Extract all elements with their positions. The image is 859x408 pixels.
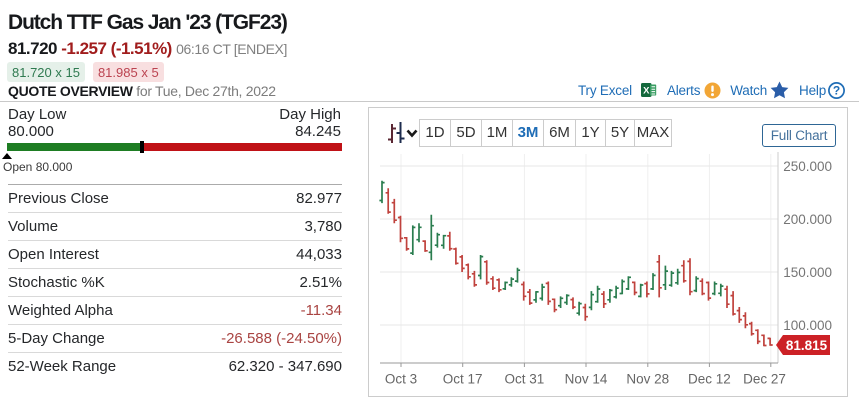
svg-text:Dec 27: Dec 27 bbox=[743, 372, 786, 387]
svg-text:Nov 14: Nov 14 bbox=[565, 372, 608, 387]
svg-text:250.000: 250.000 bbox=[783, 159, 832, 174]
svg-text:Oct 17: Oct 17 bbox=[443, 372, 483, 387]
svg-text:Oct 31: Oct 31 bbox=[505, 372, 545, 387]
svg-text:Oct 3: Oct 3 bbox=[385, 372, 417, 387]
svg-text:Nov 28: Nov 28 bbox=[626, 372, 669, 387]
svg-text:81.815: 81.815 bbox=[786, 338, 828, 353]
svg-text:Dec 12: Dec 12 bbox=[688, 372, 731, 387]
svg-text:150.000: 150.000 bbox=[783, 265, 832, 280]
svg-text:X: X bbox=[643, 86, 650, 97]
svg-text:100.000: 100.000 bbox=[783, 318, 832, 333]
svg-text:200.000: 200.000 bbox=[783, 212, 832, 227]
svg-text:?: ? bbox=[833, 83, 840, 97]
